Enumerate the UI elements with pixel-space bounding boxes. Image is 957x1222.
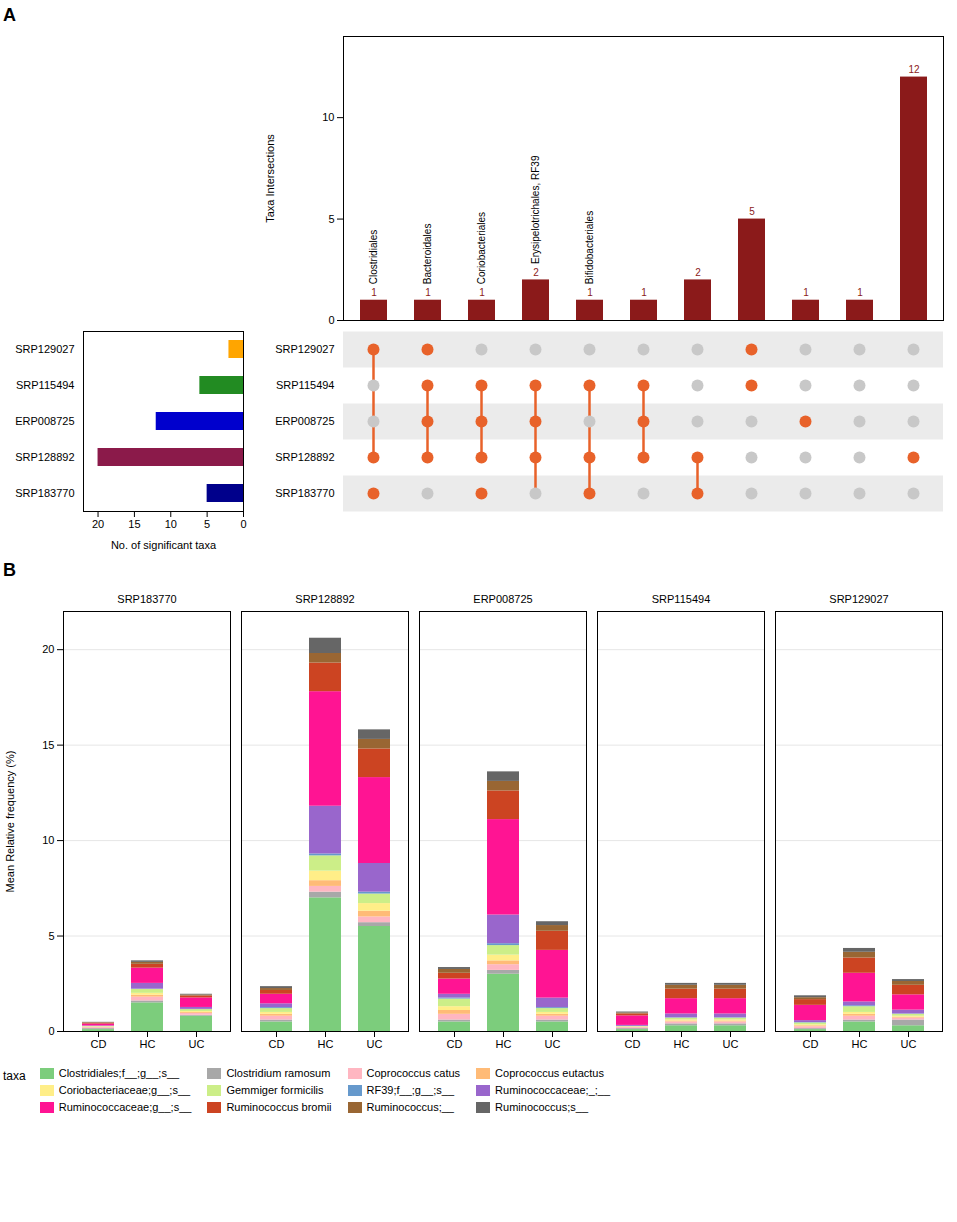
svg-text:2: 2: [533, 267, 539, 278]
svg-text:1: 1: [479, 287, 485, 298]
html-text:Clostridium ramosum: Clostridium ramosum: [226, 1067, 331, 1079]
svg-text:5: 5: [328, 213, 334, 225]
svg-text:1: 1: [425, 287, 431, 298]
svg-text:SRP115494: SRP115494: [276, 379, 335, 391]
svg-text:UC: UC: [723, 1038, 739, 1050]
svg-text:SRP128892: SRP128892: [295, 593, 354, 605]
html-text:Gemmiger formicilis: Gemmiger formicilis: [226, 1084, 324, 1096]
svg-text:10: 10: [322, 111, 334, 123]
svg-text:5: 5: [48, 930, 54, 942]
svg-text:1: 1: [641, 287, 647, 298]
svg-text:10: 10: [42, 834, 54, 846]
html-text:Coprococcus catus: Coprococcus catus: [366, 1067, 461, 1079]
html-text:RF39;f__;g__;s__: RF39;f__;g__;s__: [366, 1084, 454, 1096]
svg-text:SRP183770: SRP183770: [275, 487, 334, 499]
html-text:A: A: [3, 5, 16, 25]
svg-text:ERP008725: ERP008725: [275, 415, 334, 427]
svg-text:2: 2: [695, 267, 701, 278]
svg-text:SRP129027: SRP129027: [275, 343, 334, 355]
svg-text:SRP115494: SRP115494: [16, 379, 75, 391]
html-text:Ruminococcaceae;_;__: Ruminococcaceae;_;__: [495, 1084, 611, 1096]
svg-text:CD: CD: [625, 1038, 641, 1050]
svg-text:SRP129027: SRP129027: [15, 343, 74, 355]
svg-text:ERP008725: ERP008725: [473, 593, 532, 605]
svg-text:0: 0: [240, 518, 246, 530]
svg-text:SRP128892: SRP128892: [15, 451, 74, 463]
svg-text:CD: CD: [447, 1038, 463, 1050]
svg-text:CD: CD: [91, 1038, 107, 1050]
html-text:Ruminococcus;__: Ruminococcus;__: [366, 1101, 454, 1113]
svg-text:15: 15: [42, 739, 54, 751]
svg-text:SRP183770: SRP183770: [117, 593, 176, 605]
svg-text:5: 5: [204, 518, 210, 530]
html-text:Ruminococcaceae;g__;s__: Ruminococcaceae;g__;s__: [58, 1101, 192, 1113]
svg-text:20: 20: [42, 643, 54, 655]
svg-text:1: 1: [857, 287, 863, 298]
svg-text:HC: HC: [318, 1038, 334, 1050]
svg-text:15: 15: [128, 518, 140, 530]
svg-text:Taxa Intersections: Taxa Intersections: [264, 134, 276, 223]
svg-text:Coriobacteriales: Coriobacteriales: [476, 212, 487, 284]
svg-text:12: 12: [908, 64, 920, 75]
svg-text:HC: HC: [852, 1038, 868, 1050]
svg-text:UC: UC: [367, 1038, 383, 1050]
svg-text:HC: HC: [496, 1038, 512, 1050]
svg-text:HC: HC: [140, 1038, 156, 1050]
svg-text:SRP128892: SRP128892: [275, 451, 334, 463]
html-text:Coriobacteriaceae;g__;s__: Coriobacteriaceae;g__;s__: [58, 1084, 191, 1096]
svg-text:1: 1: [803, 287, 809, 298]
svg-text:0: 0: [328, 314, 334, 326]
svg-text:SRP129027: SRP129027: [829, 593, 888, 605]
html-text:Ruminococcus;s__: Ruminococcus;s__: [495, 1101, 588, 1113]
html-text:Clostridiales;f__;g__;s__: Clostridiales;f__;g__;s__: [58, 1067, 180, 1079]
svg-text:Erysipelotrichales, RF39: Erysipelotrichales, RF39: [530, 155, 541, 264]
svg-text:CD: CD: [803, 1038, 819, 1050]
svg-text:UC: UC: [189, 1038, 205, 1050]
svg-text:UC: UC: [545, 1038, 561, 1050]
html-text:Coprococcus eutactus: Coprococcus eutactus: [495, 1067, 604, 1079]
svg-text:SRP115494: SRP115494: [652, 593, 711, 605]
svg-text:No. of significant taxa: No. of significant taxa: [111, 539, 217, 551]
svg-text:UC: UC: [901, 1038, 917, 1050]
html-text:B: B: [3, 560, 16, 580]
svg-text:CD: CD: [269, 1038, 285, 1050]
svg-text:5: 5: [749, 206, 755, 217]
svg-text:ERP008725: ERP008725: [15, 415, 74, 427]
svg-text:0: 0: [48, 1025, 54, 1037]
svg-text:10: 10: [165, 518, 177, 530]
svg-text:HC: HC: [674, 1038, 690, 1050]
svg-text:Clostridiales: Clostridiales: [368, 230, 379, 284]
html-text:taxa: taxa: [3, 1069, 26, 1083]
svg-text:SRP183770: SRP183770: [15, 487, 74, 499]
html-text:Ruminococcus bromii: Ruminococcus bromii: [226, 1101, 332, 1113]
svg-text:Bacteroidales: Bacteroidales: [422, 224, 433, 285]
svg-text:20: 20: [92, 518, 104, 530]
svg-text:1: 1: [371, 287, 377, 298]
svg-text:Bifidobacteriales: Bifidobacteriales: [584, 211, 595, 284]
svg-text:1: 1: [587, 287, 593, 298]
svg-text:Mean Relative frequency (%): Mean Relative frequency (%): [4, 751, 16, 893]
